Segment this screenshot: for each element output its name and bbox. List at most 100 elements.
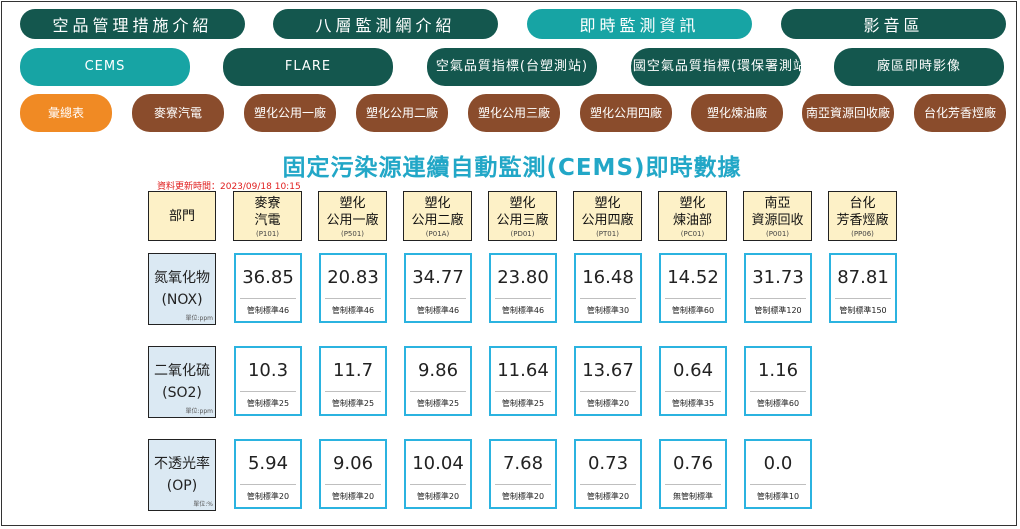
measurement-card[interactable]: 13.67 管制標準20: [574, 346, 642, 416]
subnav-label: 廠區即時影像: [876, 59, 961, 74]
measurement-card[interactable]: 14.52 管制標準60: [659, 253, 727, 323]
nav-air-quality-measures[interactable]: 空品管理措施介紹: [20, 9, 245, 39]
plant-tab-label: 煉油廠: [731, 106, 768, 120]
subnav-cems[interactable]: CEMS: [20, 48, 190, 86]
plant-tab-utility-4[interactable]: 塑化 公用四廠: [580, 94, 672, 132]
control-standard: 管制標準46: [331, 306, 375, 315]
measurement-value: 1.16: [757, 360, 799, 381]
measurement-card[interactable]: 0.73 管制標準20: [574, 439, 642, 509]
measurement-value: 34.77: [412, 267, 464, 288]
plant-tab-recycling[interactable]: 南亞 資源回收廠: [802, 94, 894, 132]
measurement-value: 11.64: [497, 360, 549, 381]
plant-tab-label: 台化: [923, 106, 948, 120]
control-standard: 管制標準150: [839, 306, 887, 315]
card-divider: [495, 391, 551, 392]
card-divider: [240, 298, 296, 299]
subnav-label: (環保署測站): [730, 59, 814, 74]
measurement-card[interactable]: 7.68 管制標準20: [489, 439, 557, 509]
column-header-label: 塑化: [594, 195, 621, 211]
station-code: (P101): [255, 229, 280, 238]
plant-tab-summary[interactable]: 彙總表: [20, 94, 112, 132]
control-standard: 管制標準25: [246, 399, 290, 408]
measurement-card[interactable]: 10.3 管制標準25: [234, 346, 302, 416]
subnav-label: (台塑測站): [519, 59, 589, 74]
card-divider: [580, 391, 636, 392]
column-header-label: 公用三廠: [496, 212, 549, 228]
plant-tab-utility-2[interactable]: 塑化 公用二廠: [356, 94, 448, 132]
control-standard: 管制標準60: [756, 399, 800, 408]
card-divider: [240, 391, 296, 392]
measurement-card[interactable]: 34.77 管制標準46: [404, 253, 472, 323]
measurement-card[interactable]: 0.64 管制標準35: [659, 346, 727, 416]
plant-tab-utility-1[interactable]: 塑化 公用一廠: [244, 94, 336, 132]
card-divider: [495, 484, 551, 485]
pollutant-name: (SO2): [162, 385, 202, 401]
control-standard: 管制標準120: [754, 306, 802, 315]
subnav-plant-video[interactable]: 廠區即時影像: [834, 48, 1004, 86]
measurement-card[interactable]: 31.73 管制標準120: [744, 253, 812, 323]
nav-eight-layer-network[interactable]: 八層監測網介紹: [273, 9, 498, 39]
pollutant-row-header: 氮氧化物 (NOX) 單位:ppm: [148, 253, 216, 325]
measurement-card[interactable]: 0.76 無管制標準: [659, 439, 727, 509]
measurement-card[interactable]: 0.0 管制標準10: [744, 439, 812, 509]
plant-tab-mailiao-power[interactable]: 麥寮汽電: [132, 94, 224, 132]
measurement-card[interactable]: 1.16 管制標準60: [744, 346, 812, 416]
measurement-card[interactable]: 5.94 管制標準20: [234, 439, 302, 509]
measurement-card[interactable]: 11.64 管制標準25: [489, 346, 557, 416]
plant-tab-aromatics[interactable]: 台化 芳香烴廠: [914, 94, 1006, 132]
nav-realtime-monitoring[interactable]: 即時監測資訊: [527, 9, 752, 39]
column-header: 南亞 資源回收 (P001): [743, 191, 812, 241]
control-standard: 無管制標準: [673, 492, 713, 501]
subnav-flare[interactable]: FLARE: [223, 48, 393, 86]
column-header-label: 南亞: [764, 195, 791, 211]
measurement-card[interactable]: 11.7 管制標準25: [319, 346, 387, 416]
subnav-label: 全國空氣品質指標: [618, 59, 731, 74]
measurement-value: 0.73: [587, 453, 629, 474]
subnav-aqi-formosa[interactable]: 空氣品質指標 (台塑測站): [427, 48, 597, 86]
measurement-card[interactable]: 20.83 管制標準46: [319, 253, 387, 323]
measurement-value: 0.64: [672, 360, 714, 381]
measurement-card[interactable]: 9.06 管制標準20: [319, 439, 387, 509]
column-header-label: 煉油部: [672, 212, 712, 228]
measurement-value: 9.06: [332, 453, 374, 474]
column-header-label: 汽電: [254, 212, 281, 228]
control-standard: 管制標準20: [331, 492, 375, 501]
header-label: 部門: [168, 208, 195, 224]
nav-media-area[interactable]: 影音區: [781, 9, 1006, 39]
measurement-card[interactable]: 23.80 管制標準46: [489, 253, 557, 323]
card-divider: [835, 298, 891, 299]
column-header-label: 塑化: [509, 195, 536, 211]
control-standard: 管制標準25: [416, 399, 460, 408]
measurement-card[interactable]: 36.85 管制標準46: [234, 253, 302, 323]
control-standard: 管制標準25: [331, 399, 375, 408]
plant-tab-label: 塑化: [253, 106, 278, 120]
measurement-card[interactable]: 16.48 管制標準30: [574, 253, 642, 323]
card-divider: [750, 391, 806, 392]
measurement-card[interactable]: 9.86 管制標準25: [404, 346, 472, 416]
column-header-label: 台化: [849, 195, 876, 211]
pollutant-name: (OP): [166, 478, 198, 494]
plant-tab-label: 塑化: [706, 106, 731, 120]
card-divider: [665, 484, 721, 485]
measurement-card[interactable]: 10.04 管制標準20: [404, 439, 472, 509]
measurement-value: 31.73: [752, 267, 804, 288]
plant-tab-utility-3[interactable]: 塑化 公用三廠: [468, 94, 560, 132]
measurement-value: 11.7: [332, 360, 374, 381]
unit-label: 單位:ppm: [185, 315, 213, 322]
subnav-label: 空氣品質指標: [435, 59, 520, 74]
pollutant-name: (NOX): [161, 292, 203, 308]
control-standard: 管制標準30: [586, 306, 630, 315]
update-time: 資料更新時間：2023/09/18 10:15: [157, 182, 301, 192]
column-header: 台化 芳香烴廠 (PP06): [828, 191, 897, 241]
plant-tab-label: 麥寮汽電: [153, 106, 202, 120]
station-code: (P001): [765, 229, 790, 238]
pollutant-row-header: 二氧化硫 (SO2) 單位:ppm: [148, 346, 216, 418]
card-divider: [495, 298, 551, 299]
control-standard: 管制標準60: [671, 306, 715, 315]
subnav-aqi-epa[interactable]: 全國空氣品質指標 (環保署測站): [619, 48, 812, 86]
control-standard: 管制標準10: [756, 492, 800, 501]
measurement-card[interactable]: 87.81 管制標準150: [829, 253, 897, 323]
plant-tab-refinery[interactable]: 塑化 煉油廠: [691, 94, 783, 132]
column-header: 塑化 公用三廠 (PD01): [488, 191, 557, 241]
